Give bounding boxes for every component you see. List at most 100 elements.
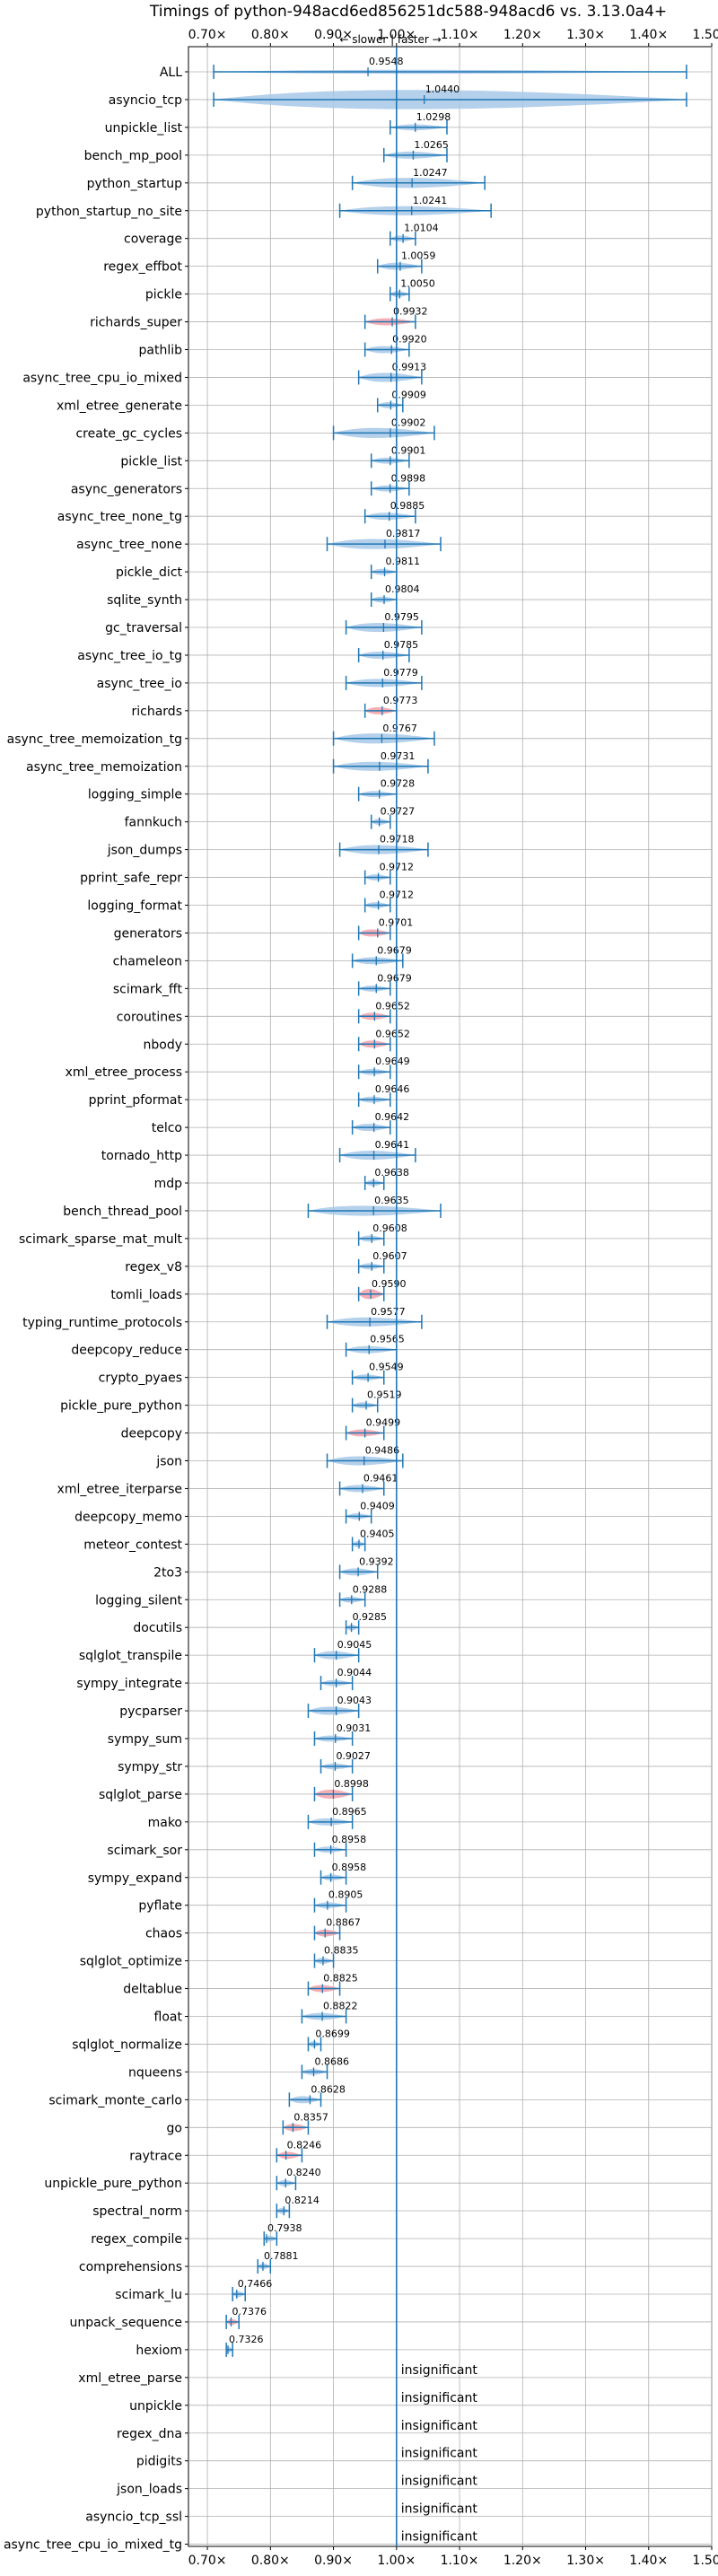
benchmark-row: coroutines 0.9652 <box>117 1000 712 1024</box>
x-tick-label-top: 1.20× <box>503 28 542 42</box>
benchmark-row: nbody 0.9652 <box>144 1028 712 1052</box>
value-label: 0.7881 <box>264 2250 299 2262</box>
benchmark-row: async_tree_cpu_io_mixed 0.9913 <box>22 361 712 385</box>
benchmark-row: sympy_expand 0.8958 <box>88 1862 712 1886</box>
benchmark-row: bench_mp_pool 1.0265 <box>84 139 712 163</box>
benchmark-label: mako <box>148 1816 182 1830</box>
benchmark-row: async_generators 0.9898 <box>71 472 712 496</box>
benchmark-row: spectral_norm 0.8214 <box>92 2195 712 2219</box>
value-label: 0.8246 <box>287 2139 322 2151</box>
benchmark-label: sqlglot_normalize <box>72 2037 182 2052</box>
tick-layer: 0.70× 0.70× 0.80× 0.80× 0.90× 0.90× 1.00× 1.00×… <box>188 28 718 2568</box>
value-label: 0.9288 <box>353 1583 388 1595</box>
value-label: 0.9392 <box>359 1555 394 1567</box>
benchmark-row: hexiom 0.7326 <box>136 2334 712 2358</box>
benchmark-label: logging_format <box>87 899 182 914</box>
value-label: 0.9811 <box>386 556 421 567</box>
benchmark-label: json_dumps <box>107 844 182 858</box>
benchmark-label: raytrace <box>129 2149 182 2163</box>
benchmark-row: pathlib 0.9920 <box>139 334 712 358</box>
benchmark-label: async_tree_cpu_io_mixed <box>22 371 182 385</box>
benchmark-label: pprint_pformat <box>89 1093 183 1108</box>
value-label: 0.9652 <box>375 1000 410 1012</box>
benchmark-row: mdp 0.9638 <box>154 1167 712 1191</box>
value-label: 0.8699 <box>315 2028 350 2039</box>
benchmark-label: nqueens <box>128 2065 182 2080</box>
benchmark-row: deepcopy 0.9499 <box>121 1417 712 1441</box>
x-tick-label-bottom: 0.80× <box>251 2554 290 2568</box>
benchmark-label: deepcopy_reduce <box>71 1344 182 1358</box>
benchmark-row: pprint_pformat 0.9646 <box>89 1083 712 1108</box>
value-label: 0.9920 <box>392 334 427 346</box>
benchmark-row: 2to3 0.9392 <box>153 1555 712 1580</box>
benchmark-row: bench_thread_pool 0.9635 <box>63 1195 712 1219</box>
benchmark-row: xml_etree_iterparse 0.9461 <box>57 1472 712 1496</box>
benchmark-row: pidigits insignificant <box>136 2447 712 2469</box>
benchmark-row: logging_simple 0.9728 <box>88 778 712 802</box>
benchmark-row: scimark_fft 0.9679 <box>113 972 712 996</box>
grid-layer <box>206 47 713 2546</box>
benchmark-row: json_loads insignificant <box>116 2475 712 2497</box>
benchmark-label: logging_silent <box>95 1593 182 1608</box>
benchmark-label: async_tree_io_tg <box>77 649 182 663</box>
benchmark-label: richards <box>132 705 183 719</box>
benchmark-row: scimark_lu 0.7466 <box>115 2278 712 2302</box>
benchmark-row: sympy_str 0.9027 <box>118 1750 712 1774</box>
value-label: 0.9641 <box>375 1139 410 1151</box>
x-tick-label-top: 0.80× <box>251 28 290 42</box>
benchmark-row: sqlglot_transpile 0.9045 <box>79 1639 712 1663</box>
value-label: 0.8867 <box>326 1917 361 1929</box>
benchmark-row: deepcopy_reduce 0.9565 <box>71 1334 712 1358</box>
value-label: 0.9767 <box>382 723 417 734</box>
value-label: 0.9549 <box>369 1362 404 1373</box>
value-label: 0.7466 <box>238 2278 273 2290</box>
benchmark-label: 2to3 <box>153 1565 182 1580</box>
x-tick-label-top: 1.10× <box>441 28 479 42</box>
benchmark-label: pycparser <box>119 1704 182 1719</box>
benchmark-row: telco 0.9642 <box>152 1111 712 1135</box>
benchmark-row: asyncio_tcp_ssl insignificant <box>85 2502 712 2525</box>
benchmark-label: async_tree_io <box>97 677 182 691</box>
value-label: 0.9913 <box>392 361 427 372</box>
row-layer: ALL 0.9548 asyncio_tcp 1.0440 unpickle_list 1… <box>4 56 712 2553</box>
benchmark-row: mako 0.8965 <box>148 1806 712 1830</box>
x-tick-label-top: 0.70× <box>188 28 227 42</box>
benchmark-label: telco <box>152 1121 182 1135</box>
x-tick-label-bottom: 0.70× <box>188 2554 227 2568</box>
benchmark-row: deepcopy_memo 0.9409 <box>74 1500 712 1524</box>
benchmark-label: async_tree_memoization_tg <box>7 732 182 747</box>
benchmark-label: regex_dna <box>117 2427 182 2441</box>
benchmark-label: docutils <box>133 1621 182 1635</box>
benchmark-label: float <box>154 2011 183 2025</box>
benchmark-label: sympy_integrate <box>76 1677 182 1691</box>
benchmark-row: regex_dna insignificant <box>117 2419 712 2441</box>
benchmark-label: unpickle_list <box>105 121 183 136</box>
value-label: 0.9885 <box>390 500 425 512</box>
value-label: 0.9590 <box>372 1278 407 1290</box>
benchmark-label: asyncio_tcp_ssl <box>85 2510 182 2525</box>
benchmark-label: unpickle <box>129 2399 182 2414</box>
benchmark-row: async_tree_memoization_tg 0.9767 <box>7 723 712 747</box>
value-label: 0.9031 <box>337 1722 372 1734</box>
value-label: 0.9043 <box>337 1695 372 1706</box>
value-label: 0.9679 <box>377 944 412 956</box>
benchmark-label: scimark_sparse_mat_mult <box>19 1232 182 1247</box>
benchmark-label: sqlglot_optimize <box>80 1955 182 1969</box>
benchmark-label: sqlglot_transpile <box>79 1649 182 1663</box>
benchmark-row: ALL 0.9548 <box>160 56 712 80</box>
x-tick-label-top: 1.00× <box>377 28 416 42</box>
benchmark-row: sqlite_synth 0.9804 <box>107 583 712 608</box>
benchmark-label: generators <box>114 926 182 941</box>
benchmark-label: typing_runtime_protocols <box>22 1316 182 1330</box>
benchmark-row: create_gc_cycles 0.9902 <box>75 416 712 441</box>
value-label: 0.9405 <box>360 1528 395 1539</box>
value-label: 0.9652 <box>375 1028 410 1039</box>
value-label: 0.9486 <box>365 1445 400 1457</box>
x-tick-label-bottom: 1.20× <box>503 2554 542 2568</box>
benchmark-row: async_tree_none_tg 0.9885 <box>57 500 712 524</box>
value-label: 0.9519 <box>367 1389 402 1401</box>
benchmark-label: tornado_http <box>101 1149 182 1163</box>
value-label: 0.9635 <box>374 1195 409 1206</box>
benchmark-label: hexiom <box>136 2344 182 2358</box>
